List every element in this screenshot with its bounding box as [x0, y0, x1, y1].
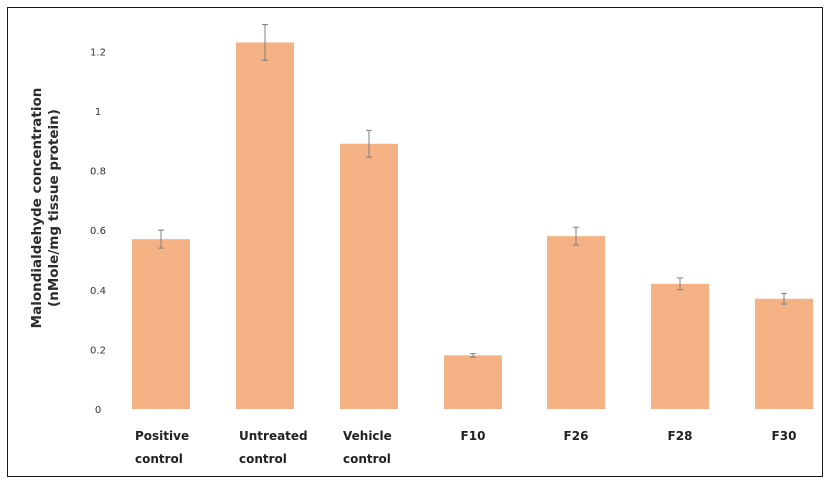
- category-label: control: [343, 452, 391, 466]
- category-label: Untreated: [239, 429, 308, 443]
- error-bars: [158, 24, 787, 358]
- bar: [547, 236, 605, 409]
- chart-svg: Malondialdehyde concentration (nMole/mg t…: [29, 24, 813, 466]
- bar: [132, 239, 190, 409]
- y-tick-label: 1: [95, 107, 101, 118]
- category-label: F30: [772, 429, 797, 443]
- error-bar: [677, 277, 683, 291]
- bar: [651, 283, 709, 409]
- y-axis-label-line-1: Malondialdehyde concentration: [29, 88, 45, 329]
- category-label: control: [135, 452, 183, 466]
- error-bar: [366, 129, 372, 158]
- y-tick-label: 0.6: [90, 226, 106, 237]
- chart-frame: Malondialdehyde concentration (nMole/mg t…: [7, 7, 823, 477]
- category-label: F26: [564, 429, 589, 443]
- bars: [132, 42, 813, 410]
- y-axis-ticks: 0 0.2 0.4 0.6 0.8 1 1.2: [90, 47, 106, 416]
- error-bar: [262, 24, 268, 61]
- error-bar: [573, 226, 579, 246]
- y-tick-label: 0: [95, 405, 101, 416]
- bar: [340, 143, 398, 409]
- y-tick-label: 1.2: [90, 47, 106, 58]
- category-label: F28: [668, 429, 693, 443]
- error-bar: [470, 353, 476, 358]
- category-label: control: [239, 452, 287, 466]
- y-axis-label-line-2: (nMole/mg tissue protein): [46, 109, 62, 307]
- category-label: Vehicle: [343, 429, 392, 443]
- y-tick-label: 0.2: [90, 345, 106, 356]
- bar: [444, 355, 502, 409]
- category-label: Positive: [135, 429, 189, 443]
- y-tick-label: 0.8: [90, 167, 106, 178]
- category-label: F10: [461, 429, 486, 443]
- y-axis-label: Malondialdehyde concentration (nMole/mg t…: [29, 88, 62, 329]
- error-bar: [158, 229, 164, 249]
- category-labels: Positive control Untreated control Vehicle co…: [135, 429, 796, 466]
- y-tick-label: 0.4: [90, 286, 106, 297]
- bar: [755, 298, 813, 409]
- bar: [236, 42, 294, 410]
- error-bar: [781, 292, 787, 305]
